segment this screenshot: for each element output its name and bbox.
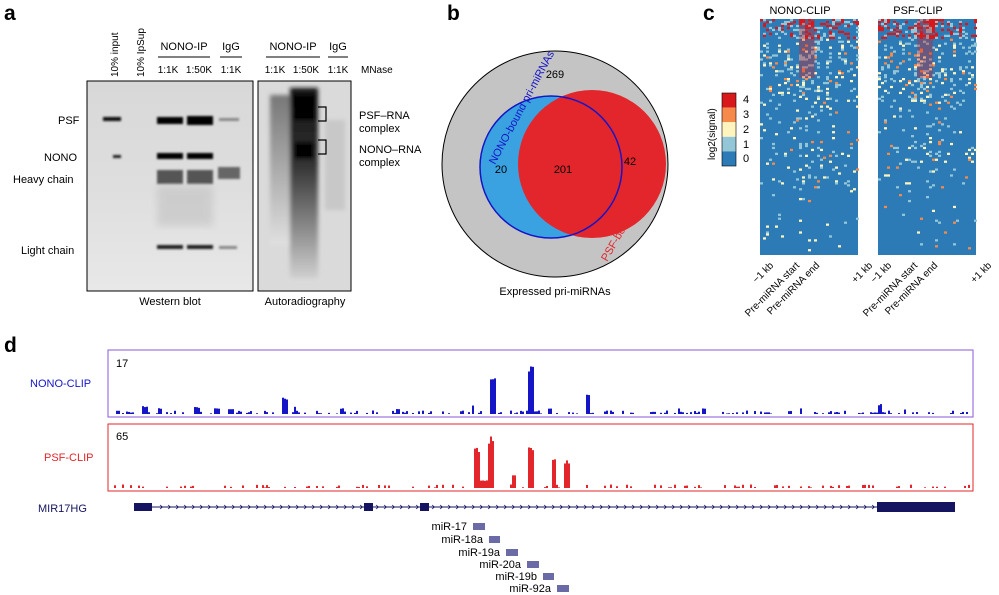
legend-tick: 4 [743, 94, 749, 106]
row-label-light-chain: Light chain [21, 245, 74, 257]
mirna-label: miR-17 [432, 521, 467, 533]
venn-count-outer: 269 [546, 69, 564, 81]
venn-count-psf: 42 [624, 156, 636, 168]
label-psf-rna: PSF–RNA [359, 110, 410, 122]
label-psf-rna-complex: complex [359, 123, 400, 135]
mirna-label: miR-19a [458, 547, 500, 559]
ratio-label: 1:50K [293, 65, 319, 76]
legend-swatch [722, 136, 736, 152]
ratio-label: 1:50K [186, 65, 212, 76]
caption-western-blot: Western blot [139, 296, 201, 308]
mirna-mark [527, 561, 539, 568]
mnase-label: MNase [361, 65, 393, 76]
axis-label: +1 kb [969, 260, 995, 286]
legend-tick: 0 [743, 153, 749, 165]
autoradiography [257, 80, 352, 292]
row-label-heavy-chain: Heavy chain [13, 174, 74, 186]
legend-swatch [722, 151, 736, 166]
panel-b: b 269 20 201 42 NONO-bound pri-miRNAs PS… [441, 2, 669, 298]
track-max-psf: 65 [116, 431, 128, 443]
row-label-nono: NONO [44, 152, 77, 164]
panel-c: c NONO-CLIP PSF-CLIP log2(signal) 4 3 2 … [703, 2, 994, 319]
mirna-label: miR-19b [495, 571, 537, 583]
legend-tick: 2 [743, 124, 749, 136]
track-signal-psf [114, 436, 970, 488]
mirna-label: miR-18a [441, 534, 483, 546]
heatmap-title-nono: NONO-CLIP [769, 5, 830, 17]
label-nono-rna-complex: complex [359, 157, 400, 169]
track-frame-nono [107, 349, 974, 418]
mirna-label: miR-20a [479, 559, 521, 571]
legend-color-scale [721, 92, 737, 167]
mirna-mark [473, 523, 485, 530]
ratio-label: 1:1K [221, 65, 242, 76]
group-igg-autorad: IgG [329, 41, 347, 53]
group-igg-western: IgG [222, 41, 240, 53]
venn-psf-circle [518, 90, 666, 238]
track-name-nono: NONO-CLIP [30, 378, 91, 390]
venn-count-nono: 20 [495, 164, 507, 176]
western-blot [86, 80, 254, 292]
venn-count-overlap: 201 [554, 164, 572, 176]
heatmap-nono-clip [760, 19, 859, 255]
venn-nono-outline [479, 95, 623, 239]
mirna-mark [557, 585, 569, 592]
track-name-psf: PSF-CLIP [44, 452, 94, 464]
gene-name: MIR17HG [38, 503, 87, 515]
legend-swatch [722, 122, 736, 137]
gene-model-mir17hg [134, 502, 955, 512]
panel-d: d NONO-CLIP 17 PSF-CLIP 65 MIR17HG miR-1… [4, 334, 974, 595]
ratio-label: 1:1K [265, 65, 286, 76]
panel-a: a 10% input 10% IpSup NONO-IP IgG NONO-I… [4, 2, 422, 308]
row-label-psf: PSF [58, 115, 80, 127]
caption-autoradiography: Autoradiography [265, 296, 346, 308]
heatmap-title-psf: PSF-CLIP [893, 5, 943, 17]
track-max-nono: 17 [116, 358, 128, 370]
group-nono-ip-western: NONO-IP [160, 41, 207, 53]
legend-tick: 1 [743, 139, 749, 151]
track-frame-psf [107, 423, 974, 492]
ratio-label: 1:1K [328, 65, 349, 76]
lane-header-ipsup: 10% IpSup [136, 28, 147, 77]
heatmap-psf-clip [878, 19, 977, 255]
panel-label-a: a [4, 2, 16, 25]
panel-label-c: c [703, 2, 715, 25]
group-nono-ip-autorad: NONO-IP [269, 41, 316, 53]
mirna-mark [543, 573, 554, 580]
label-nono-rna: NONO–RNA [359, 144, 422, 156]
mirna-label: miR-92a [509, 583, 551, 595]
ratio-label: 1:1K [158, 65, 179, 76]
lane-header-input: 10% input [110, 32, 121, 77]
legend-title: log2(signal) [707, 108, 718, 160]
panel-label-b: b [447, 2, 460, 25]
legend-swatch [722, 107, 736, 123]
legend-tick: 3 [743, 109, 749, 121]
mirna-mark [506, 549, 518, 556]
track-signal-nono [116, 366, 968, 414]
panel-label-d: d [4, 334, 17, 357]
venn-caption: Expressed pri-miRNAs [499, 286, 611, 298]
mirna-mark [489, 536, 500, 543]
legend-swatch [722, 93, 736, 108]
